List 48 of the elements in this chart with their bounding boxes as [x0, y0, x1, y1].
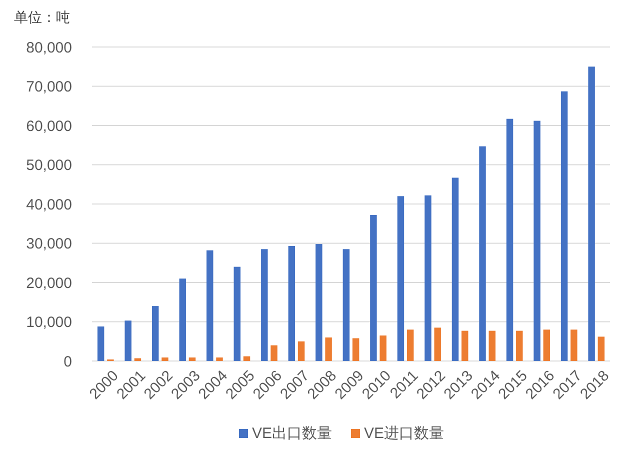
bar [152, 306, 159, 361]
bar [570, 330, 578, 361]
bar [397, 196, 404, 361]
bar [488, 330, 496, 361]
bar [534, 120, 540, 361]
legend-label: VE进口数量 [364, 425, 444, 442]
bar [406, 330, 414, 361]
bar [261, 249, 268, 361]
y-tick-label: 60,000 [26, 118, 72, 135]
y-tick-label: 30,000 [26, 236, 72, 252]
bar [516, 330, 523, 361]
bar [452, 178, 459, 361]
y-tick-label: 40,000 [26, 196, 72, 214]
y-tick-label: 10,000 [26, 314, 72, 331]
bar [560, 91, 568, 361]
bar [179, 278, 186, 361]
y-tick-label: 70,000 [26, 78, 72, 96]
bar [243, 356, 250, 361]
y-tick-label: 80,000 [26, 39, 72, 56]
bar [543, 330, 550, 361]
y-axis-title: 单位：吨 [14, 9, 70, 25]
bar [588, 66, 595, 361]
y-tick-label: 20,000 [26, 274, 72, 292]
bar [424, 195, 432, 361]
bar [162, 357, 168, 361]
bar [234, 266, 241, 361]
bar [506, 118, 514, 361]
bar [216, 357, 223, 361]
bar [370, 214, 377, 361]
bar [479, 146, 486, 361]
bar [270, 345, 278, 361]
bar [434, 328, 441, 361]
bar [298, 341, 305, 361]
y-tick-label: 0 [64, 353, 72, 370]
y-tick-label: 50,000 [26, 157, 72, 174]
bar [342, 249, 350, 361]
bar [206, 250, 214, 361]
bar [124, 320, 132, 361]
legend-label: VE出口数量 [252, 425, 332, 442]
bar [316, 244, 322, 361]
bar [188, 357, 196, 361]
bar [97, 326, 104, 361]
bar [461, 330, 468, 361]
bar [288, 246, 296, 361]
bar [325, 337, 332, 361]
bar [352, 338, 360, 361]
bar [598, 336, 605, 361]
bar [380, 335, 386, 361]
